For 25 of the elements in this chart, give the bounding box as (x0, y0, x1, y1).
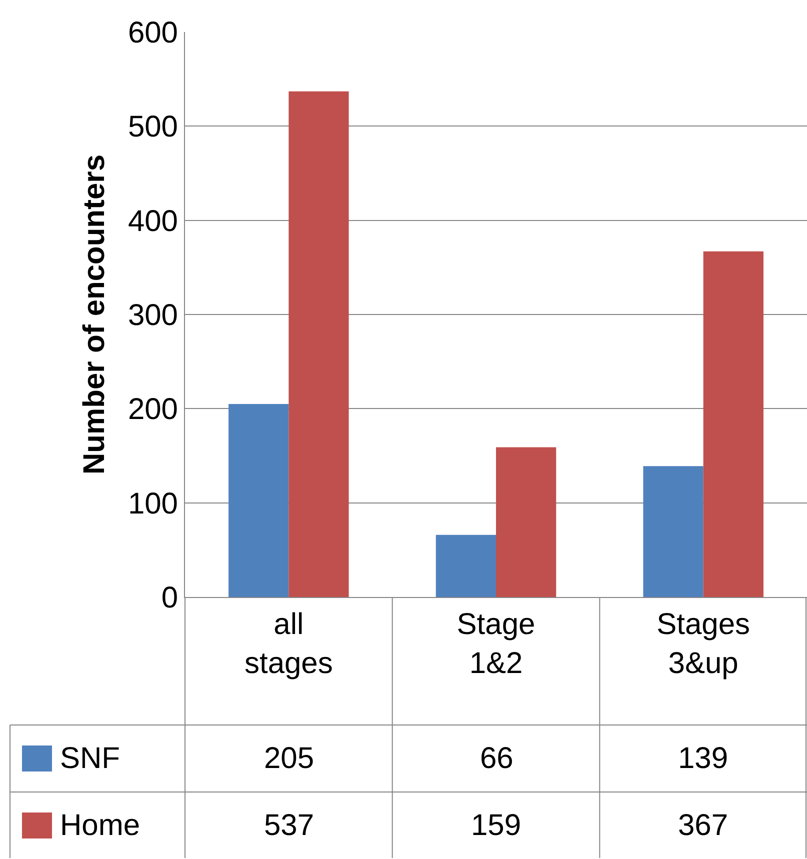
legend-label: SNF (60, 742, 120, 775)
y-tick-label: 200 (128, 393, 178, 426)
data-label: 367 (678, 809, 728, 842)
x-tick-label: Stages 3&up (656, 608, 750, 680)
data-label: 537 (264, 809, 314, 842)
x-tick-label: Stage 1&2 (456, 608, 536, 680)
y-tick-label: 300 (128, 299, 178, 332)
y-tick-label: 600 (128, 16, 178, 50)
bar (703, 251, 764, 597)
bar (288, 91, 349, 597)
y-tick-label: 500 (128, 110, 178, 144)
bar (436, 534, 496, 597)
x-tick-label: all stages (244, 608, 333, 680)
data-label: 66 (480, 742, 514, 775)
bar (496, 447, 556, 597)
y-tick-label: 400 (128, 204, 178, 238)
bar (643, 466, 704, 597)
y-axis-title: Number of encounters (78, 154, 111, 475)
data-label: 159 (471, 809, 522, 842)
data-label: 139 (678, 742, 728, 775)
y-tick-label: 100 (128, 487, 178, 520)
legend-label: Home (60, 809, 140, 842)
y-tick-label: 0 (161, 582, 178, 614)
data-label: 205 (264, 742, 314, 775)
bar (228, 404, 289, 597)
